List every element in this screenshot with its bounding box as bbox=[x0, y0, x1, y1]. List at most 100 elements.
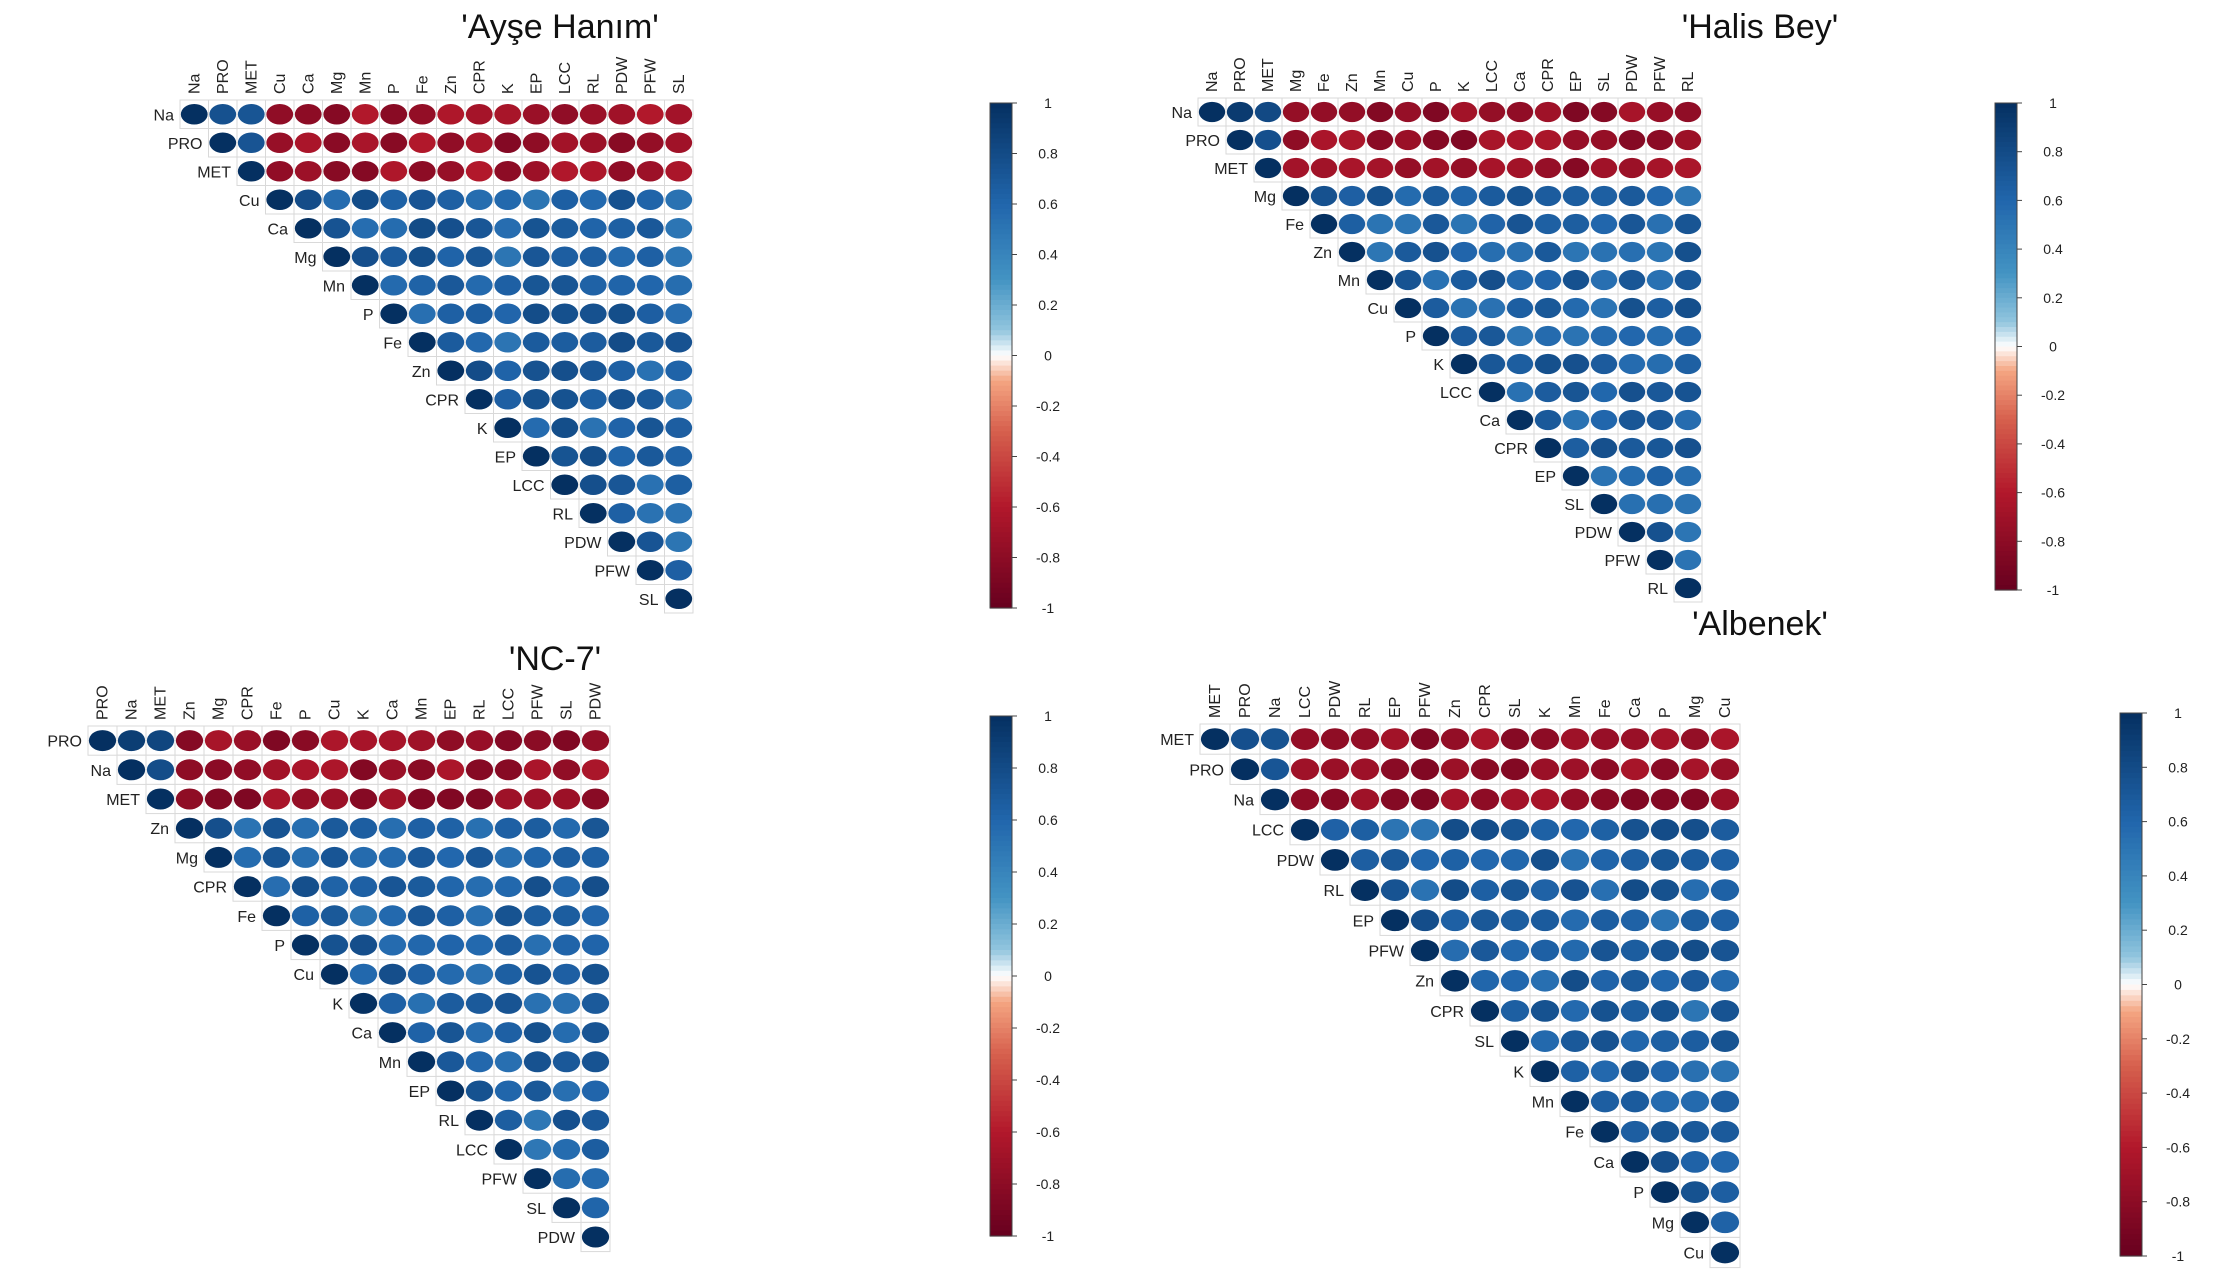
correlation-ellipse bbox=[636, 388, 664, 410]
correlation-ellipse bbox=[522, 417, 550, 439]
colorbar-segment bbox=[990, 721, 1012, 727]
colorbar-segment bbox=[1995, 385, 2017, 391]
colorbar-segment bbox=[990, 325, 1012, 331]
correlation-ellipse bbox=[608, 246, 636, 268]
correlation-ellipse bbox=[1620, 879, 1650, 901]
correlation-ellipse bbox=[1710, 728, 1740, 750]
column-label: MET bbox=[153, 686, 170, 720]
row-label: Cu bbox=[1684, 1246, 1704, 1263]
row-label: SL bbox=[639, 592, 659, 609]
colorbar-segment bbox=[990, 113, 1012, 119]
correlation-ellipse bbox=[1394, 101, 1422, 123]
colorbar-segment bbox=[1995, 531, 2017, 538]
colorbar-segment bbox=[2120, 854, 2142, 861]
correlation-ellipse bbox=[1440, 939, 1470, 962]
column-label: Fe bbox=[414, 75, 431, 94]
corrplot-svg: Na PRO MET Mg Fe Zn Mn Cu P K LCC Ca CPR EP SL PDW PFW RL… bbox=[1172, 54, 2065, 603]
correlation-ellipse bbox=[1530, 849, 1560, 871]
correlation-ellipse bbox=[378, 905, 407, 927]
correlation-ellipse bbox=[1618, 353, 1646, 375]
correlation-ellipse bbox=[407, 876, 436, 898]
correlation-ellipse bbox=[552, 905, 581, 927]
colorbar-segment bbox=[1995, 210, 2017, 216]
colorbar-segment bbox=[990, 1142, 1012, 1149]
correlation-ellipse bbox=[437, 103, 465, 125]
correlation-ellipse bbox=[1478, 101, 1506, 123]
correlation-ellipse bbox=[494, 217, 522, 239]
correlation-ellipse bbox=[465, 388, 493, 410]
correlation-ellipse bbox=[1618, 493, 1646, 515]
colorbar-segment bbox=[2120, 1228, 2142, 1235]
correlation-ellipse bbox=[1618, 297, 1646, 319]
correlation-ellipse bbox=[494, 1022, 523, 1044]
colorbar-segment bbox=[990, 1225, 1012, 1232]
correlation-ellipse bbox=[1590, 297, 1618, 319]
colorbar-segment bbox=[990, 794, 1012, 800]
row-label: Ca bbox=[1594, 1155, 1615, 1172]
row-label: PFW bbox=[594, 563, 630, 580]
correlation-ellipse bbox=[465, 160, 493, 182]
correlation-ellipse bbox=[1590, 1090, 1620, 1113]
row-label: Ca bbox=[268, 221, 289, 238]
correlation-ellipse bbox=[636, 474, 664, 496]
correlation-ellipse bbox=[1590, 101, 1618, 123]
colorbar-segment bbox=[2120, 886, 2142, 893]
correlation-ellipse bbox=[551, 417, 579, 439]
colorbar-segment bbox=[990, 861, 1012, 868]
correlation-ellipse bbox=[349, 905, 378, 927]
correlation-ellipse bbox=[1366, 101, 1394, 123]
correlation-ellipse bbox=[665, 132, 693, 154]
correlation-ellipse bbox=[1646, 353, 1674, 375]
correlation-ellipse bbox=[1338, 129, 1366, 151]
correlation-ellipse bbox=[1530, 1030, 1560, 1052]
colorbar-segment bbox=[990, 1095, 1012, 1102]
correlation-ellipse bbox=[551, 217, 579, 239]
correlation-ellipse bbox=[1650, 1151, 1680, 1173]
corrplot-svg: Na PRO MET Cu Ca Mg Mn P Fe Zn CPR K EP LCC RL PDW PFW SL… bbox=[154, 56, 1061, 616]
correlation-ellipse bbox=[1410, 758, 1440, 781]
colorbar-segment bbox=[990, 411, 1012, 417]
colorbar-segment bbox=[2120, 1190, 2142, 1197]
colorbar-tick-label: 0 bbox=[1044, 968, 1052, 984]
correlation-ellipse bbox=[1646, 129, 1674, 151]
correlation-ellipse bbox=[579, 445, 607, 467]
colorbar-segment bbox=[990, 939, 1012, 946]
correlation-ellipse bbox=[1680, 909, 1710, 932]
correlation-ellipse bbox=[1680, 1060, 1710, 1083]
correlation-ellipse bbox=[523, 1138, 552, 1160]
colorbar-segment bbox=[1995, 137, 2017, 143]
colorbar-segment bbox=[990, 264, 1012, 271]
colorbar-segment bbox=[1995, 341, 2017, 348]
correlation-ellipse bbox=[581, 1138, 610, 1160]
colorbar-tick-label: 0.6 bbox=[2168, 814, 2188, 830]
correlation-ellipse bbox=[262, 905, 291, 927]
correlation-ellipse bbox=[1618, 325, 1646, 347]
correlation-ellipse bbox=[1562, 353, 1590, 375]
correlation-ellipse bbox=[1618, 157, 1646, 179]
colorbar-segment bbox=[1995, 156, 2017, 163]
row-label: EP bbox=[495, 449, 516, 466]
correlation-ellipse bbox=[408, 303, 436, 325]
colorbar-segment bbox=[2120, 745, 2142, 752]
colorbar-segment bbox=[990, 913, 1012, 920]
colorbar-segment bbox=[990, 204, 1012, 210]
colorbar-segment bbox=[990, 436, 1012, 442]
colorbar-segment bbox=[1995, 336, 2017, 343]
correlation-ellipse bbox=[552, 846, 581, 868]
colorbar-segment bbox=[990, 731, 1012, 738]
colorbar-segment bbox=[1995, 346, 2017, 352]
correlation-ellipse bbox=[1506, 269, 1534, 291]
colorbar-segment bbox=[990, 1007, 1012, 1013]
correlation-ellipse bbox=[323, 217, 351, 239]
column-label: LCC bbox=[1484, 60, 1501, 92]
colorbar-tick-label: -0.4 bbox=[2166, 1085, 2190, 1101]
correlation-ellipse bbox=[1646, 381, 1674, 403]
correlation-ellipse bbox=[665, 360, 693, 382]
colorbar-segment bbox=[990, 1043, 1012, 1050]
correlation-ellipse bbox=[1506, 185, 1534, 207]
colorbar-segment bbox=[990, 315, 1012, 321]
correlation-ellipse bbox=[1590, 241, 1618, 263]
correlation-ellipse bbox=[1618, 129, 1646, 151]
correlation-ellipse bbox=[1230, 728, 1260, 750]
colorbar-segment bbox=[990, 1132, 1012, 1138]
